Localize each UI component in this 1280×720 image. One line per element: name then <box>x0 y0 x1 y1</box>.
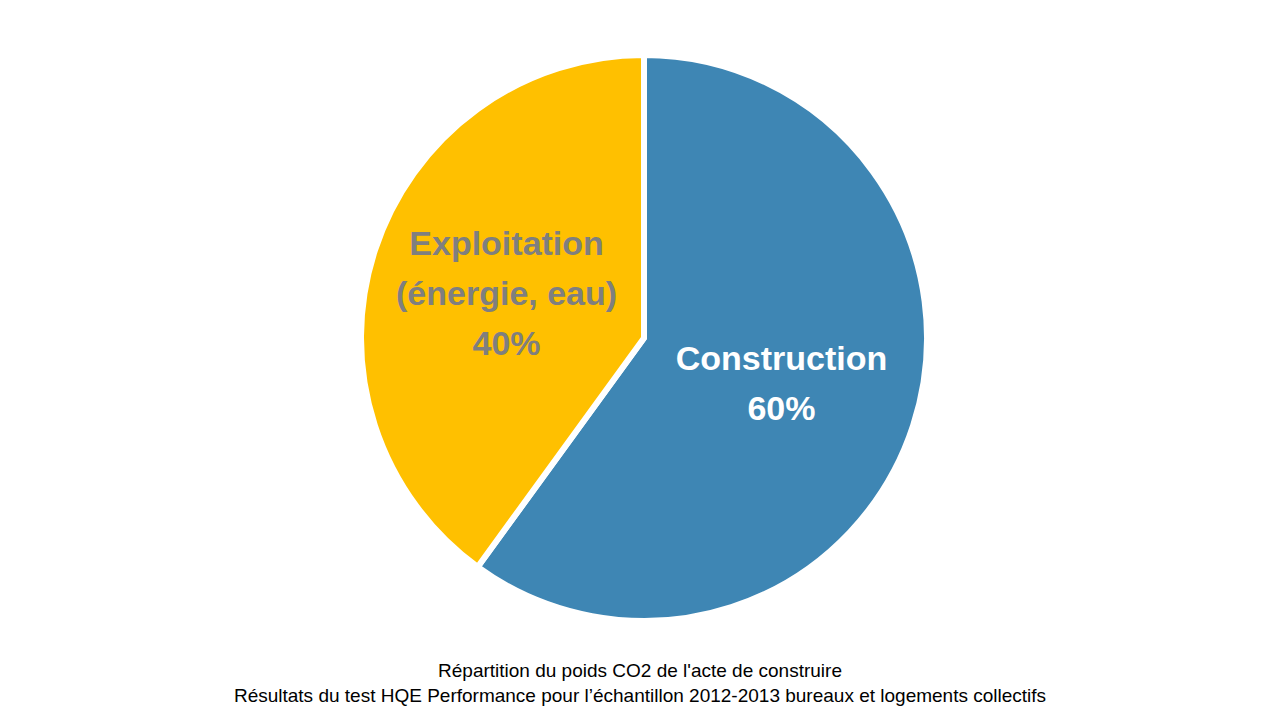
svg-text:Répartition du poids CO2 de l': Répartition du poids CO2 de l'acte de co… <box>438 660 842 681</box>
svg-text:(énergie, eau): (énergie, eau) <box>396 274 617 312</box>
svg-text:40%: 40% <box>473 324 541 362</box>
svg-text:60%: 60% <box>747 389 815 427</box>
svg-text:Construction: Construction <box>676 339 888 377</box>
svg-text:Exploitation: Exploitation <box>409 224 604 262</box>
svg-text:Résultats du test HQE Performa: Résultats du test HQE Performance pour l… <box>234 685 1046 706</box>
